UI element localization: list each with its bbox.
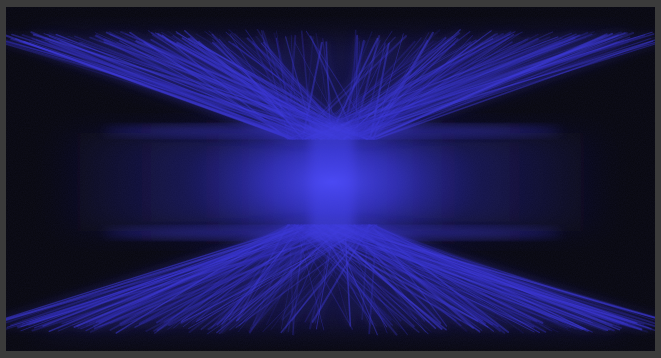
render-viewport [6, 7, 655, 351]
light-burst-render [6, 7, 655, 351]
grain-overlay [6, 7, 655, 351]
